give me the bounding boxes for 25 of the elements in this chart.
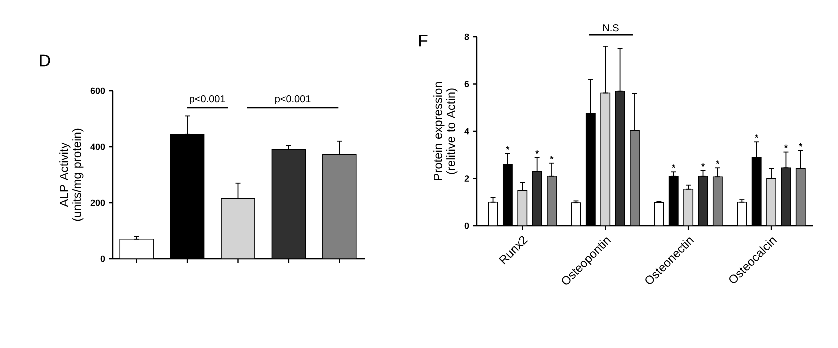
data-label: * [506, 146, 510, 150]
y-tick-label: 600 [90, 88, 106, 94]
y-tick-label: 0 [464, 222, 470, 230]
annotation: p<0.001 [190, 96, 226, 105]
data-label: * [536, 150, 540, 154]
y-tick-label: 2 [464, 176, 470, 182]
data-label: * [716, 160, 720, 164]
data-label: * [672, 164, 676, 168]
y-tick-label: 6 [464, 81, 470, 88]
y-tick-label: 4 [464, 128, 470, 135]
data-label: * [799, 144, 803, 147]
chart-title: D [40, 54, 50, 67]
chart-title: F [419, 34, 428, 47]
data-label: * [702, 164, 705, 167]
data-label: * [550, 156, 554, 160]
y-tick-label: 8 [464, 34, 470, 40]
annotation: p<0.001 [276, 96, 311, 105]
y-tick-label: 200 [90, 200, 106, 206]
data-label: * [784, 144, 788, 148]
y-axis-title: Protein expression (relitive to Actin) [434, 82, 458, 180]
text: N.S [604, 24, 619, 32]
y-tick-label: 0 [100, 256, 106, 262]
y-tick-label: 400 [90, 144, 106, 150]
y-axis-title: ALP Activity (units/mg protein) [60, 128, 84, 222]
data-label: * [755, 134, 759, 138]
